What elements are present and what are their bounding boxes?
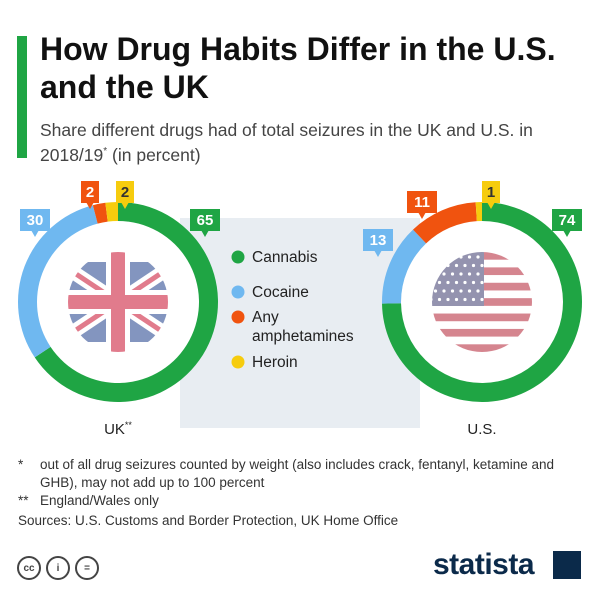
chart-label: U.S.	[467, 421, 496, 438]
data-label-text: 2	[86, 184, 94, 201]
accent-bar	[17, 36, 27, 158]
chart-label: UK**	[104, 420, 132, 438]
brand-logo[interactable]: statista	[433, 548, 535, 581]
nd-icon[interactable]: =	[75, 556, 99, 580]
legend-label: Any amphetamines	[252, 309, 354, 345]
data-label-text: 2	[121, 184, 129, 201]
data-label-cocaine: 30	[20, 209, 50, 237]
data-label-text: 30	[27, 212, 44, 229]
data-label-text: 74	[559, 212, 576, 229]
data-label-cocaine: 13	[363, 229, 393, 257]
data-label-box	[482, 181, 500, 203]
data-label-text: 13	[370, 232, 387, 249]
chart-label-sup: **	[125, 420, 133, 430]
license-icons: cc i =	[17, 556, 99, 580]
legend-label: Heroin	[252, 354, 298, 371]
footnote-text: out of all drug seizures counted by weig…	[40, 457, 555, 490]
footnote-1: * out of all drug seizures counted by we…	[18, 456, 588, 492]
chart-title: How Drug Habits Differ in the U.S. and t…	[40, 31, 556, 105]
subtitle-main: Share different drugs had of total seizu…	[40, 120, 533, 165]
cc-icon[interactable]: cc	[17, 556, 41, 580]
chart-subtitle: Share different drugs had of total seizu…	[40, 119, 580, 166]
data-label-box	[363, 229, 393, 251]
us-flag	[432, 252, 532, 352]
data-label-pointer	[563, 230, 571, 237]
footnote-text: England/Wales only	[40, 493, 159, 508]
data-label-pointer	[201, 230, 209, 237]
footnote-mark: *	[18, 457, 24, 472]
legend-label: Cocaine	[252, 284, 309, 301]
footnote-mark: **	[18, 493, 29, 508]
legend-swatch	[231, 285, 245, 299]
data-label-box	[116, 181, 134, 203]
data-label-text: 11	[414, 194, 430, 211]
legend-item-cocaine: Cocaine	[231, 284, 309, 301]
slice-heroin	[105, 202, 118, 222]
data-label-cannabis: 74	[552, 209, 582, 237]
footnotes: * out of all drug seizures counted by we…	[18, 456, 588, 510]
donut-uk: 65 30 2 2 UK**	[18, 181, 220, 438]
slice-cocaine	[381, 229, 427, 304]
brand-logo-mark	[553, 551, 581, 579]
data-label-pointer	[487, 202, 495, 209]
data-label-text: 1	[487, 184, 495, 201]
legend-item-cannabis: Cannabis	[231, 249, 318, 266]
data-label-heroin: 2	[116, 181, 134, 209]
data-label-box	[20, 209, 50, 231]
slice-heroin	[475, 202, 482, 222]
subtitle-unit: (in percent)	[107, 144, 201, 165]
data-label-any-amphetamines: 2	[81, 181, 99, 209]
legend-swatch	[231, 355, 245, 369]
legend: Cannabis Cocaine Any amphetamines Heroin	[231, 249, 354, 371]
legend-swatch	[231, 310, 245, 324]
sources: Sources: U.S. Customs and Border Protect…	[18, 513, 399, 528]
legend-swatch	[231, 250, 245, 264]
by-icon[interactable]: i	[46, 556, 70, 580]
legend-item-heroin: Heroin	[231, 354, 298, 371]
data-label-pointer	[374, 250, 382, 257]
uk-flag	[68, 252, 168, 352]
legend-item-any-amphetamines: Any amphetamines	[231, 309, 354, 345]
slice-cocaine	[18, 205, 98, 358]
slice-any-amphetamines	[92, 202, 108, 224]
data-label-any-amphetamines: 11	[407, 191, 437, 219]
footnote-2: ** England/Wales only	[18, 492, 588, 510]
subtitle-footnote-mark: *	[103, 146, 108, 157]
data-label-box	[190, 209, 220, 231]
slice-any-amphetamines	[412, 202, 477, 244]
data-label-text: 65	[197, 212, 214, 229]
data-label-heroin: 1	[482, 181, 500, 209]
legend-label: Cannabis	[252, 249, 318, 266]
data-label-cannabis: 65	[190, 209, 220, 237]
data-label-box	[81, 181, 99, 203]
data-label-pointer	[418, 212, 426, 219]
data-label-box	[552, 209, 582, 231]
data-label-pointer	[86, 202, 94, 209]
data-label-pointer	[31, 230, 39, 237]
data-label-box	[407, 191, 437, 213]
data-label-pointer	[121, 202, 129, 209]
